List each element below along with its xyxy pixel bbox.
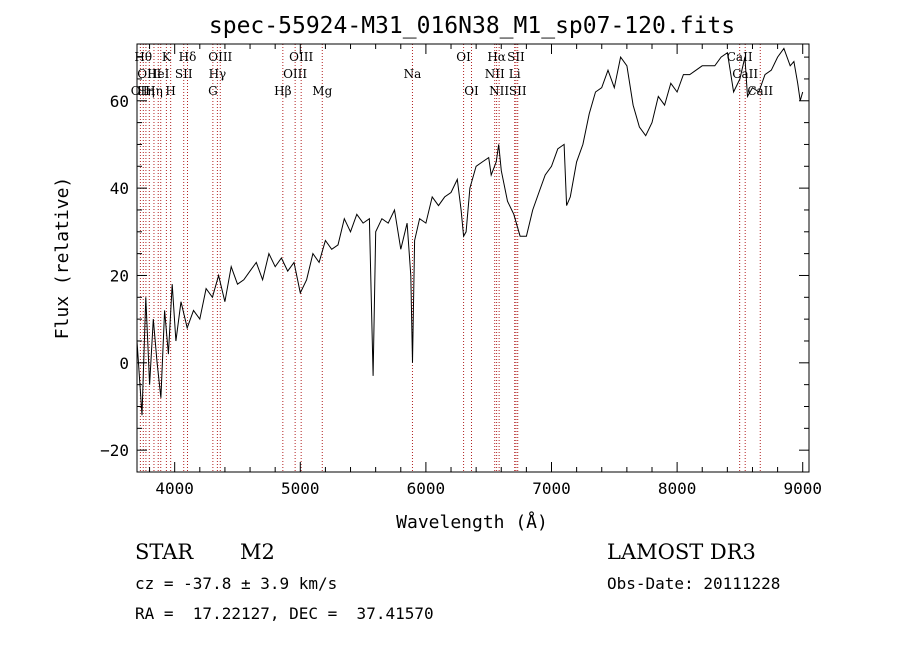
line-marker-label: Hθ — [134, 50, 152, 64]
line-marker-label: OI — [456, 50, 471, 64]
line-marker-label: CaII — [747, 84, 773, 98]
survey-name: LAMOST DR3 — [607, 540, 756, 564]
x-tick-label: 8000 — [658, 479, 697, 498]
line-marker-label: CaII — [727, 50, 753, 64]
line-marker-label: OIII — [289, 50, 313, 64]
object-subclass: M2 — [240, 540, 275, 564]
line-marker-label: Li — [509, 67, 521, 81]
line-marker-label: Hδ — [179, 50, 197, 64]
line-marker-label: CaII — [732, 67, 758, 81]
line-marker-label: HeI — [147, 67, 170, 81]
line-marker-label: OII — [131, 84, 151, 98]
line-marker-label: Na — [404, 67, 422, 81]
flux-series-line — [136, 47, 804, 416]
line-marker-label: NII — [489, 84, 509, 98]
line-marker-label: SII — [175, 67, 193, 81]
chart-title: spec-55924-M31_016N38_M1_sp07-120.fits — [209, 13, 735, 39]
y-tick-label: −20 — [100, 441, 129, 460]
line-marker-label: NII — [485, 67, 505, 81]
y-axis-ticks: −20 0 20 40 60 — [100, 56, 809, 473]
line-marker-label: H — [165, 84, 175, 98]
velocity-readout: cz = -37.8 ± 3.9 km/s — [135, 574, 338, 593]
line-marker-label: Hη — [145, 84, 163, 98]
line-marker-label: Hη — [137, 84, 155, 98]
object-class: STAR — [135, 540, 194, 564]
y-tick-label: 20 — [110, 266, 129, 285]
line-marker-label: Hα — [487, 50, 506, 64]
y-axis-label: Flux (relative) — [52, 177, 73, 340]
line-markers — [139, 44, 761, 472]
line-marker-label: SII — [507, 50, 525, 64]
x-tick-label: 7000 — [532, 479, 571, 498]
x-tick-label: 5000 — [281, 479, 320, 498]
y-tick-label: 0 — [119, 354, 129, 373]
line-marker-label: OIII — [283, 67, 307, 81]
y-tick-label: 60 — [110, 92, 129, 111]
x-tick-label: 9000 — [783, 479, 822, 498]
line-marker-label: Hβ — [274, 84, 291, 98]
x-tick-label: 4000 — [155, 479, 194, 498]
x-axis-ticks: 4000 5000 6000 7000 8000 9000 — [149, 44, 822, 498]
line-marker-labels: OIIHθHηOIIIHηHeIKHSIIHδGHγOIIIHβOIIIOIII… — [131, 50, 774, 98]
obs-date: Obs-Date: 20111228 — [607, 574, 781, 593]
line-marker-label: OIII — [137, 67, 161, 81]
line-marker-label: Mg — [312, 84, 332, 98]
y-tick-label: 40 — [110, 179, 129, 198]
coordinates: RA = 17.22127, DEC = 37.41570 — [135, 604, 434, 623]
line-marker-label: G — [208, 84, 218, 98]
line-marker-label: SII — [509, 84, 527, 98]
line-marker-label: K — [162, 50, 172, 64]
x-axis-label: Wavelength (Å) — [396, 511, 548, 533]
line-marker-label: OIII — [208, 50, 232, 64]
line-marker-label: Hγ — [209, 67, 227, 81]
line-marker-label: OI — [464, 84, 479, 98]
x-tick-label: 6000 — [407, 479, 446, 498]
plot-frame — [136, 43, 810, 473]
